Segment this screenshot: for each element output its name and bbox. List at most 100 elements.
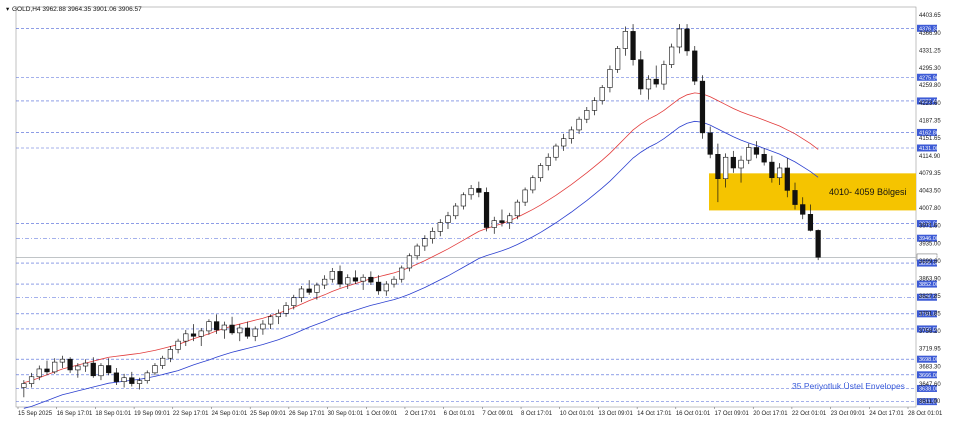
candle [545, 153, 551, 171]
level-tag-label: 3895.06 [919, 261, 939, 267]
symbol-title: GOLD,H4 3962.88 3964.35 3901.06 3906.57 [12, 6, 142, 13]
candle-body-bear [337, 271, 343, 285]
candle [298, 286, 305, 303]
candle [360, 274, 366, 290]
candle [352, 270, 359, 285]
candle [383, 281, 389, 296]
candle-body-bear [761, 154, 767, 163]
candle-body-bull [152, 365, 158, 374]
candle-body-bear [807, 214, 814, 231]
candle-body-bull [160, 357, 166, 366]
candle [460, 192, 467, 210]
candle [715, 143, 721, 203]
candle-body-bull [52, 361, 58, 373]
price-axis[interactable]: 4403.65 4366.90 4331.25 4295.30 4259.80 4223.… [919, 13, 941, 405]
candle [491, 216, 497, 234]
candle [252, 326, 258, 342]
candle [275, 309, 281, 325]
candle [653, 65, 659, 88]
time-tick-label: 20 Oct 17:01 [753, 411, 788, 417]
candle-body-bull [206, 321, 212, 332]
time-tick-label: 6 Oct 01:01 [444, 411, 476, 417]
level-tag-label: 3611.00 [919, 400, 938, 406]
candle-body-bear [707, 132, 713, 155]
candle [645, 75, 652, 100]
level-tag [917, 325, 937, 333]
candle-body-bull [460, 194, 467, 207]
candle-body-bull [661, 64, 667, 85]
candle [537, 163, 544, 182]
price-tick-label: 3719.95 [919, 346, 941, 352]
candle [437, 219, 443, 237]
candle-body-bull [345, 277, 351, 285]
level-tag-label: 4131.00 [919, 146, 939, 152]
candle [399, 265, 405, 283]
price-tick-label: 4079.35 [919, 171, 941, 177]
candle-body-bear [190, 333, 197, 337]
candle-body-bear [214, 321, 220, 331]
candle [591, 97, 598, 116]
time-tick-label: 2 Oct 17:01 [405, 411, 437, 417]
time-tick-label: 25 Sep 09:01 [250, 411, 286, 417]
candle-body-bear [306, 288, 312, 293]
candle [761, 148, 767, 166]
candle [800, 197, 806, 220]
price-tick-label: 4331.25 [919, 48, 941, 54]
time-axis[interactable]: 15 Sep 2025 16 Sep 17:01 18 Sep 01:01 19 Se… [17, 407, 943, 417]
candle [167, 346, 173, 363]
candle [160, 355, 166, 369]
level-tag-label: 3666.00 [919, 373, 939, 379]
support-zone [709, 173, 916, 211]
price-tick-label: 4114.90 [919, 154, 941, 160]
candle [67, 357, 73, 373]
candle [52, 358, 58, 374]
time-tick-label: 10 Oct 01:01 [560, 411, 595, 417]
candle-body-bear [638, 59, 644, 90]
candle-body-bull [360, 276, 366, 282]
price-tick-label: 4187.35 [919, 118, 941, 124]
candle [522, 187, 528, 207]
level-tag-label: 3760.00 [919, 327, 939, 333]
candle [306, 280, 312, 295]
candle [684, 24, 690, 56]
candle-body-bull [491, 220, 497, 228]
candle-body-bull [676, 28, 682, 48]
candle-body-bull [167, 349, 173, 359]
candle [699, 75, 706, 139]
candle-body-bull [21, 383, 27, 388]
candle [206, 319, 212, 335]
candle [321, 275, 328, 289]
title-arrow-icon[interactable]: ▾ [6, 6, 10, 13]
envelope-lower-line [23, 120, 819, 409]
level-tag [917, 259, 937, 267]
candle [576, 116, 582, 134]
candle-body-bull [329, 271, 335, 280]
candle-body-bear [753, 147, 760, 155]
level-tag [917, 355, 937, 363]
time-tick-label: 24 Oct 17:01 [869, 411, 904, 417]
candle-body-bull [514, 201, 521, 217]
candle [453, 203, 459, 220]
candle [445, 211, 451, 229]
candle-body-bull [314, 284, 320, 293]
price-tick-label: 3971.60 [919, 224, 941, 230]
time-tick-label: 16 Sep 17:01 [57, 411, 93, 417]
level-tag [917, 73, 937, 81]
price-tick-label: 4366.90 [919, 31, 941, 37]
candle-body-bear [499, 220, 505, 223]
candle [499, 209, 505, 227]
time-tick-label: 28 Oct 01:01 [908, 411, 943, 417]
candle-body-bull [545, 156, 551, 166]
candle-body-bull [522, 189, 528, 203]
candle [175, 338, 181, 354]
level-tag-label: 4275.96 [919, 75, 939, 81]
candle-body-bull [645, 78, 652, 90]
candle [692, 46, 698, 86]
candle-body-bull [669, 46, 675, 65]
candle-body-bull [468, 188, 474, 196]
candle [746, 143, 752, 165]
candle [507, 212, 513, 229]
candle [784, 158, 790, 198]
candle-body-bear [784, 167, 790, 191]
